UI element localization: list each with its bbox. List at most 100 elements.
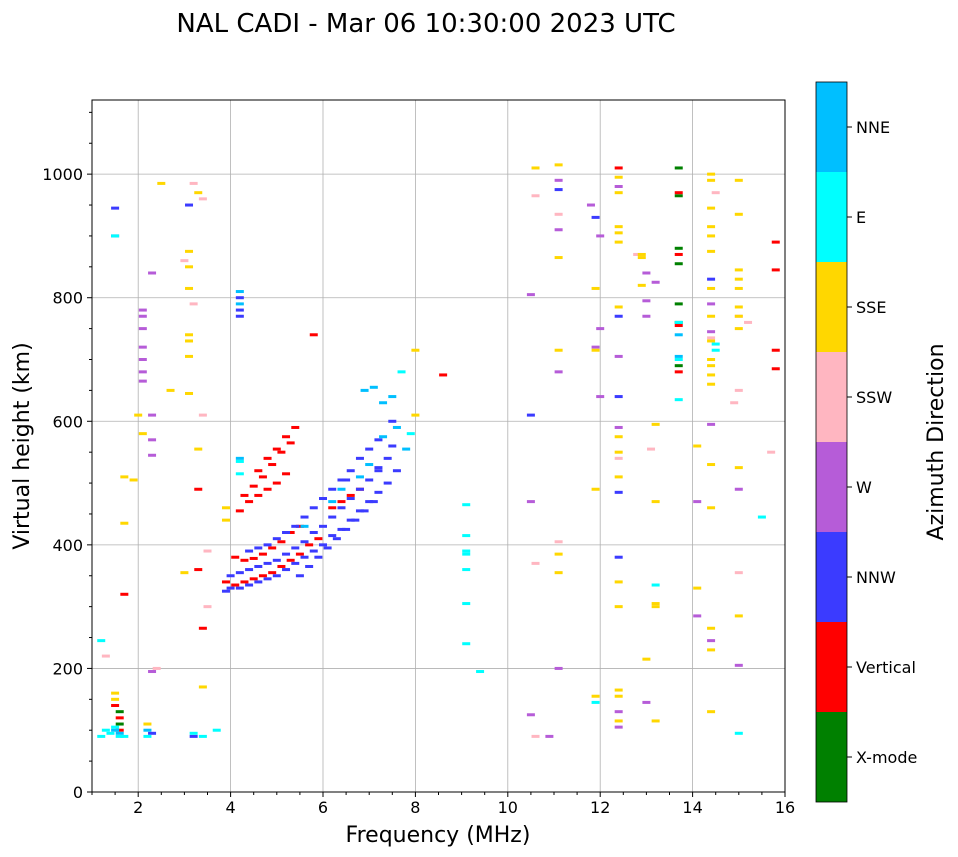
data-point <box>319 497 327 501</box>
y-tick-label: 600 <box>52 412 83 431</box>
data-point <box>462 568 471 572</box>
data-point <box>115 734 124 738</box>
data-point <box>734 388 743 392</box>
data-point <box>282 472 291 476</box>
series-e <box>97 234 766 738</box>
data-point <box>734 466 743 470</box>
data-point <box>166 388 175 392</box>
data-point <box>148 670 157 674</box>
data-point <box>674 364 683 368</box>
data-point <box>148 453 157 457</box>
data-point <box>277 450 286 454</box>
data-point <box>277 564 286 568</box>
data-point <box>328 500 337 504</box>
data-point <box>346 518 355 522</box>
data-point <box>707 339 716 343</box>
data-point <box>614 450 623 454</box>
data-point <box>291 561 300 565</box>
data-point <box>707 382 716 386</box>
data-point <box>198 413 207 417</box>
data-point <box>707 172 716 176</box>
data-point <box>365 447 374 451</box>
series-x-mode <box>115 166 683 726</box>
data-point <box>554 228 563 232</box>
data-point <box>138 379 147 383</box>
data-point <box>240 493 249 497</box>
data-point <box>143 734 152 738</box>
data-point <box>342 478 351 482</box>
data-point <box>674 191 683 195</box>
data-point <box>309 506 318 510</box>
data-point <box>526 293 535 297</box>
data-point <box>647 447 656 451</box>
data-point <box>614 435 623 439</box>
data-point <box>707 314 716 318</box>
data-point <box>707 463 716 467</box>
data-point <box>138 314 147 318</box>
data-point <box>328 487 337 491</box>
data-point <box>249 484 258 488</box>
data-point <box>226 586 235 590</box>
data-point <box>591 700 600 704</box>
data-point <box>554 188 563 192</box>
series-w <box>138 178 743 738</box>
data-point <box>337 527 346 531</box>
data-point <box>101 654 110 658</box>
data-point <box>328 506 337 510</box>
data-point <box>277 540 286 544</box>
series-sse <box>111 163 743 726</box>
data-point <box>614 456 623 460</box>
data-point <box>614 688 623 692</box>
data-point <box>138 308 147 312</box>
data-point <box>614 191 623 195</box>
data-point <box>526 500 535 504</box>
data-point <box>554 178 563 182</box>
data-point <box>351 518 360 522</box>
data-point <box>235 308 244 312</box>
data-point <box>642 314 651 318</box>
data-point <box>411 413 420 417</box>
data-point <box>392 469 401 473</box>
data-point <box>374 438 383 442</box>
data-point <box>235 459 244 463</box>
data-point <box>268 571 277 575</box>
data-point <box>258 574 267 578</box>
data-point <box>614 166 623 170</box>
data-point <box>531 194 540 198</box>
data-point <box>614 354 623 358</box>
data-point <box>254 469 263 473</box>
colorbar-label: NNW <box>856 568 896 587</box>
data-point <box>185 339 194 343</box>
data-point <box>637 283 646 287</box>
data-point <box>554 256 563 260</box>
data-point <box>462 534 471 538</box>
data-point <box>221 518 230 522</box>
data-point <box>189 181 198 185</box>
data-point <box>374 466 383 470</box>
colorbar-segment <box>816 532 847 622</box>
data-point <box>614 580 623 584</box>
data-point <box>771 268 780 272</box>
data-point <box>707 358 716 361</box>
data-point <box>263 577 272 581</box>
data-point <box>235 302 244 306</box>
data-point <box>771 240 780 244</box>
data-point <box>388 444 397 448</box>
data-point <box>189 302 198 306</box>
data-point <box>282 435 291 439</box>
data-point <box>614 185 623 188</box>
colorbar-segment <box>816 622 847 712</box>
data-point <box>295 552 304 556</box>
data-point <box>531 734 540 738</box>
data-point <box>185 203 194 207</box>
data-point <box>388 419 397 423</box>
data-point <box>337 500 346 504</box>
data-point <box>342 527 351 531</box>
data-point <box>757 515 766 519</box>
data-point <box>360 509 369 513</box>
data-point <box>319 524 327 528</box>
data-point <box>614 425 623 429</box>
data-point <box>614 725 623 729</box>
data-point <box>365 478 374 482</box>
data-point <box>254 546 263 550</box>
